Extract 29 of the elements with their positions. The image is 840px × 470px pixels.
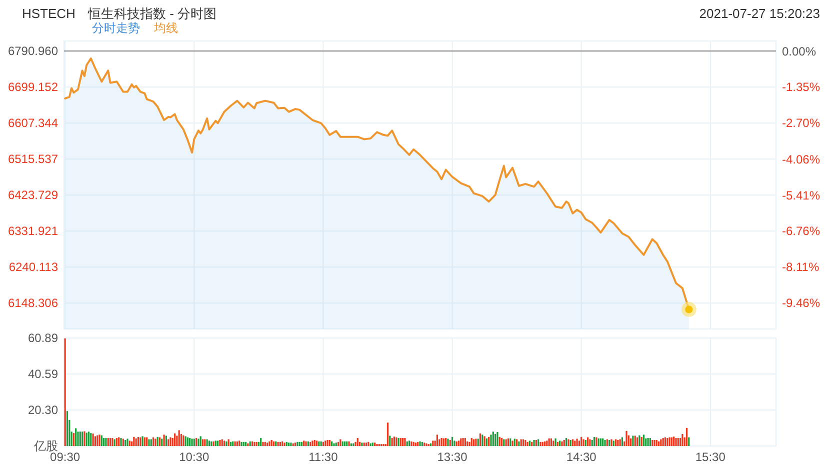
chart-title: HSTECH — [22, 6, 76, 21]
series-label: 分时走势 — [92, 21, 140, 35]
y2-tick-label: -1.35% — [782, 80, 820, 94]
chart-subtitle: 恒生科技指数 - 分时图 — [87, 6, 217, 21]
y-tick-label: 6423.729 — [8, 188, 58, 202]
y-tick-label: 6148.306 — [8, 296, 58, 310]
y-tick-label: 40.59 — [28, 367, 58, 382]
y2-tick-label: -9.46% — [782, 296, 820, 310]
x-tick-label: 11:30 — [308, 450, 338, 464]
x-tick-label: 14:30 — [566, 450, 597, 464]
y-tick-label: 6790.960 — [8, 44, 58, 58]
y-tick-label: 6331.921 — [8, 224, 58, 238]
y-tick-label: 6515.537 — [8, 152, 58, 166]
x-tick-label: 15:30 — [695, 450, 726, 464]
y2-tick-label: -4.06% — [782, 152, 820, 166]
y2-tick-label: -5.41% — [782, 188, 820, 202]
y-tick-label: 20.30 — [28, 403, 58, 418]
y-tick-label: 6607.344 — [8, 116, 58, 130]
x-tick-label: 10:30 — [179, 450, 210, 464]
y-tick-label: 6699.152 — [8, 80, 58, 94]
y2-tick-label: -8.11% — [782, 260, 820, 274]
text: 2021-07-27 15:20:23 — [699, 6, 820, 21]
x-tick-label: 13:30 — [437, 450, 468, 464]
text: 均线 — [153, 21, 178, 35]
y2-tick-label: 0.00% — [782, 44, 816, 58]
y-tick-label: 60.89 — [28, 331, 58, 346]
y2-tick-label: -2.70% — [782, 116, 820, 130]
y-tick-label: 6240.113 — [8, 260, 58, 274]
y2-tick-label: -6.76% — [782, 224, 820, 238]
